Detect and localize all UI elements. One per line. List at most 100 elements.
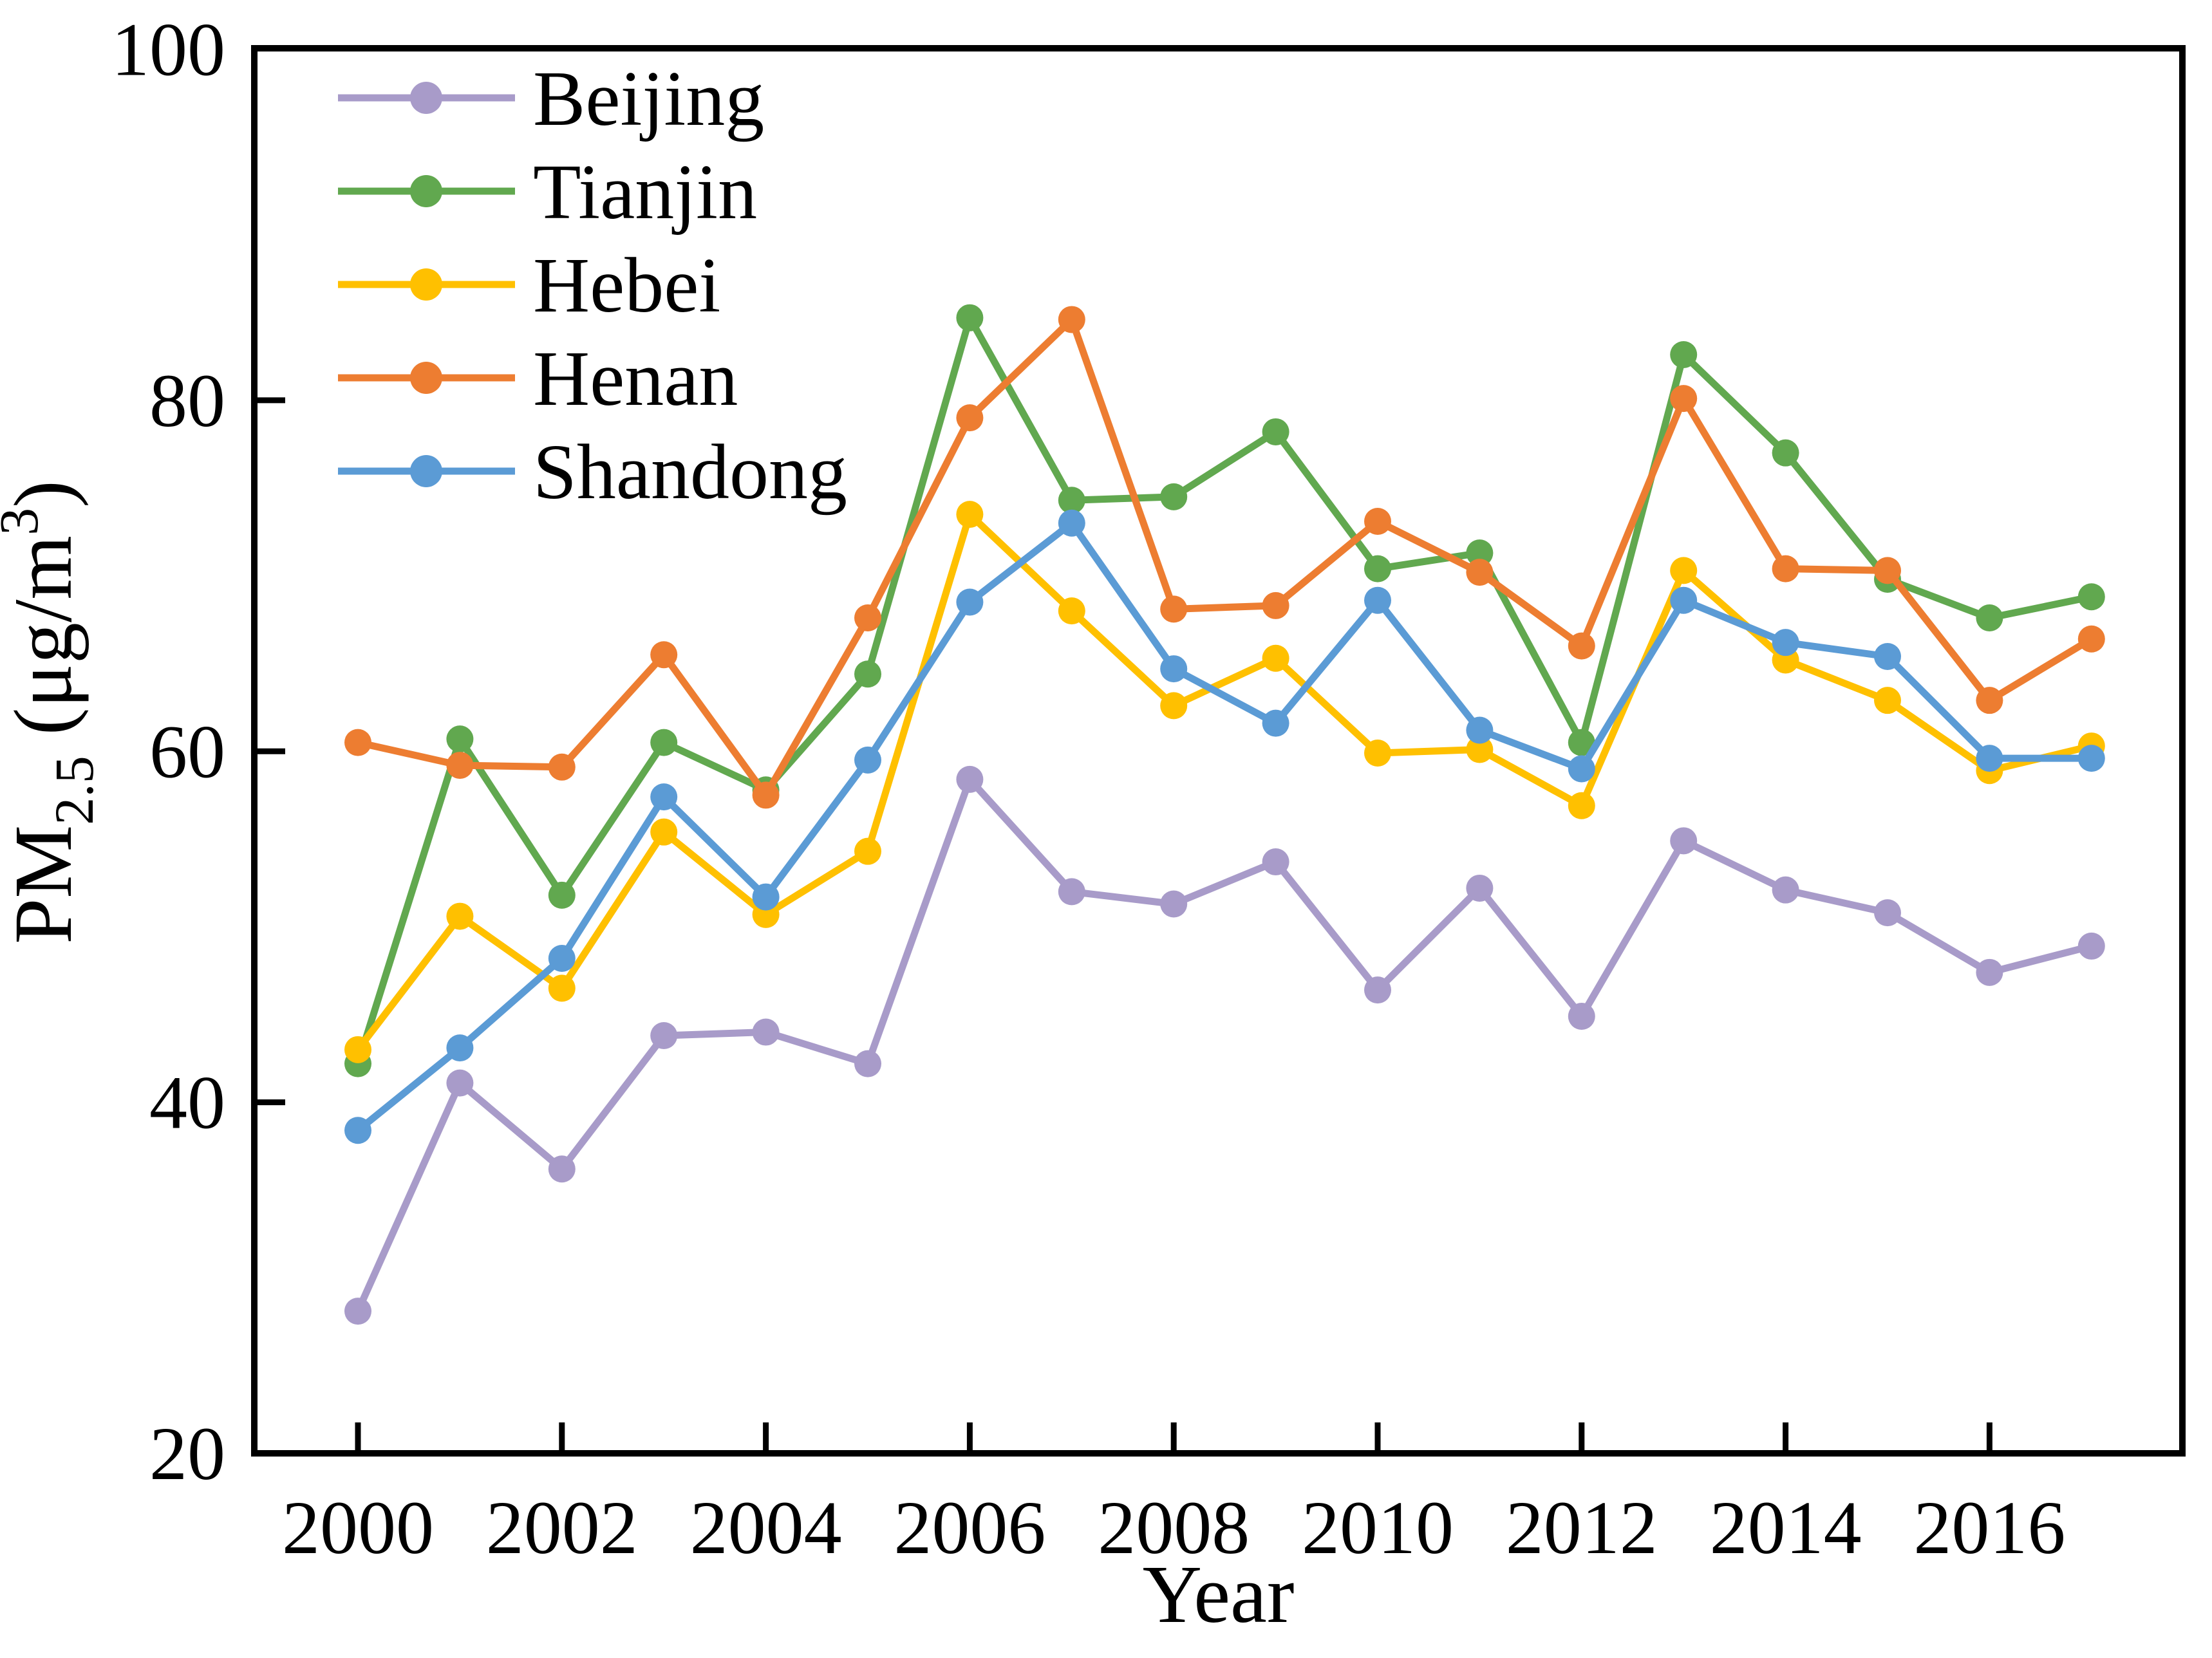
data-point-shandong-2013 — [1670, 586, 1698, 614]
data-point-shandong-2011 — [1466, 716, 1494, 744]
data-point-hebei-2000 — [344, 1036, 371, 1063]
data-point-henan-2004 — [752, 781, 780, 809]
x-tick-label: 2010 — [1302, 1486, 1454, 1570]
legend-marker-beijing — [410, 82, 442, 114]
series-beijing — [344, 765, 2105, 1325]
data-point-henan-2012 — [1568, 632, 1595, 660]
data-point-shandong-2001 — [446, 1034, 474, 1062]
x-tick-label: 2000 — [282, 1486, 434, 1570]
data-point-hebei-2007 — [1058, 597, 1085, 625]
y-axis: 20 40 60 80 100 — [111, 8, 285, 1496]
data-point-beijing-2013 — [1670, 827, 1698, 855]
legend-marker-hebei — [410, 268, 442, 301]
data-point-henan-2014 — [1772, 555, 1799, 582]
data-point-shandong-2009 — [1262, 709, 1289, 737]
x-tick-label: 2006 — [894, 1486, 1045, 1570]
series-line-hebei — [354, 510, 2095, 1054]
x-tick-label: 2008 — [1098, 1486, 1250, 1570]
data-point-tianjin-2008 — [1160, 483, 1188, 510]
legend-marker-shandong — [410, 455, 442, 487]
data-point-beijing-2001 — [446, 1069, 474, 1097]
data-point-hebei-2009 — [1262, 644, 1289, 672]
data-point-shandong-2000 — [344, 1117, 371, 1144]
x-tick-label: 2012 — [1506, 1486, 1658, 1570]
data-point-beijing-2007 — [1058, 878, 1085, 906]
x-tick-label: 2014 — [1710, 1486, 1862, 1570]
data-point-beijing-2010 — [1364, 976, 1391, 1004]
data-point-hebei-2002 — [548, 974, 576, 1002]
data-point-henan-2003 — [650, 641, 678, 669]
legend-item-shandong: Shandong — [338, 429, 847, 516]
data-point-tianjin-2013 — [1670, 340, 1698, 368]
y-tick-label: 80 — [149, 359, 225, 443]
data-point-tianjin-2006 — [956, 304, 984, 331]
data-point-tianjin-2007 — [1058, 487, 1085, 514]
data-point-hebei-2011 — [1466, 736, 1494, 763]
legend-label-hebei: Hebei — [533, 242, 720, 329]
series-line-henan — [354, 315, 2095, 799]
data-point-henan-2016 — [1976, 687, 2003, 714]
data-point-shandong-2006 — [956, 588, 984, 616]
data-point-beijing-2016 — [1976, 958, 2003, 986]
data-point-hebei-2013 — [1670, 557, 1698, 584]
data-point-tianjin-2012 — [1568, 729, 1595, 756]
series-henan — [344, 306, 2105, 809]
x-tick-label: 2004 — [690, 1486, 842, 1570]
legend-item-tianjin: Tianjin — [338, 149, 757, 236]
data-point-beijing-2011 — [1466, 874, 1494, 902]
data-point-hebei-2008 — [1160, 692, 1188, 720]
legend-item-hebei: Hebei — [338, 242, 720, 329]
data-point-tianjin-2009 — [1262, 418, 1289, 445]
data-point-henan-2002 — [548, 753, 576, 781]
data-point-beijing-2012 — [1568, 1003, 1595, 1030]
data-point-henan-2006 — [956, 404, 984, 432]
series-line-shandong — [354, 519, 2095, 1134]
data-point-shandong-2010 — [1364, 586, 1391, 614]
data-point-shandong-2014 — [1772, 629, 1799, 657]
data-point-shandong-2012 — [1568, 755, 1595, 783]
data-point-henan-2017 — [2077, 625, 2105, 653]
data-point-hebei-2006 — [956, 501, 984, 528]
data-point-henan-2005 — [854, 604, 881, 632]
data-point-henan-2007 — [1058, 306, 1085, 333]
data-point-hebei-2012 — [1568, 792, 1595, 819]
data-point-shandong-2008 — [1160, 655, 1188, 683]
data-point-tianjin-2016 — [1976, 604, 2003, 632]
data-point-beijing-2008 — [1160, 890, 1188, 918]
data-point-tianjin-2014 — [1772, 439, 1799, 467]
data-point-hebei-2015 — [1874, 687, 1901, 714]
data-point-henan-2009 — [1262, 591, 1289, 619]
data-point-henan-2010 — [1364, 508, 1391, 536]
data-point-tianjin-2017 — [2077, 583, 2105, 611]
data-point-beijing-2006 — [956, 765, 984, 793]
x-axis-title: Year — [1143, 1549, 1295, 1640]
data-point-shandong-2007 — [1058, 509, 1085, 537]
data-point-tianjin-2002 — [548, 881, 576, 909]
data-point-tianjin-2003 — [650, 729, 678, 756]
x-axis: 2000 2002 2004 2006 2008 2010 2012 2014 2016 — [282, 1422, 2065, 1570]
legend-marker-tianjin — [410, 175, 442, 207]
y-tick-label: 20 — [149, 1411, 225, 1496]
data-point-beijing-2000 — [344, 1298, 371, 1325]
data-point-shandong-2003 — [650, 783, 678, 811]
data-point-tianjin-2011 — [1466, 539, 1494, 567]
data-point-beijing-2014 — [1772, 876, 1799, 904]
x-tick-label: 2002 — [486, 1486, 638, 1570]
data-point-henan-2001 — [446, 752, 474, 779]
data-point-hebei-2005 — [854, 837, 881, 865]
x-tick-label: 2016 — [1913, 1486, 2065, 1570]
data-point-shandong-2015 — [1874, 642, 1901, 670]
data-point-shandong-2005 — [854, 746, 881, 774]
y-tick-label: 60 — [149, 709, 225, 794]
series-hebei — [344, 501, 2105, 1063]
y-axis-title: PM2.5 (μg/m3) — [0, 480, 105, 944]
legend-item-henan: Henan — [338, 335, 738, 422]
series-shandong — [344, 509, 2105, 1144]
data-point-shandong-2002 — [548, 945, 576, 973]
data-point-henan-2008 — [1160, 595, 1188, 623]
data-point-henan-2013 — [1670, 385, 1698, 413]
legend-item-beijing: Beijing — [338, 55, 764, 142]
